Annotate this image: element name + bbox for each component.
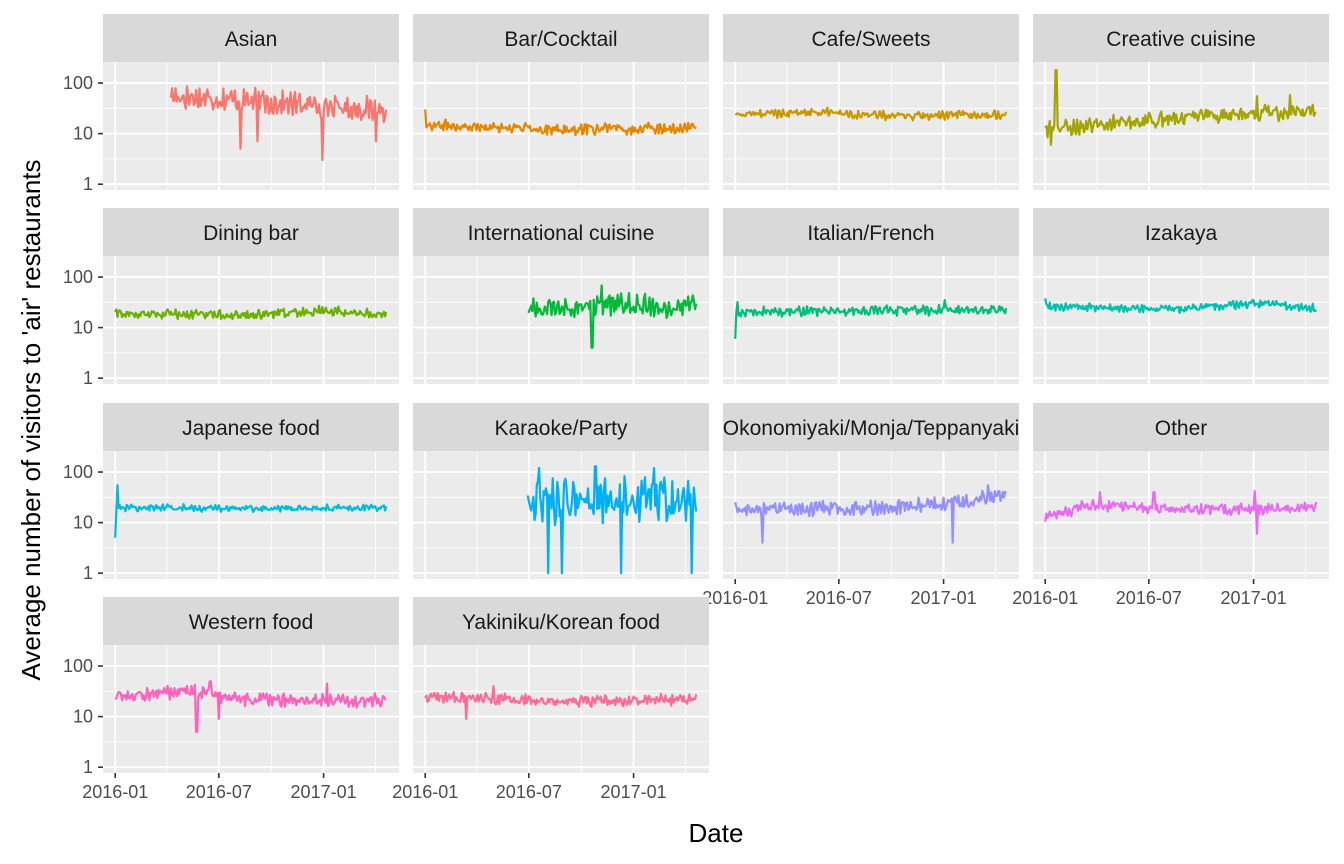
series-line-asian — [169, 85, 388, 162]
panel-western-food: Western food 1 10 100 2016-01 2016-07 2017-01 — [63, 597, 399, 802]
y-tick-label: 10 — [73, 318, 93, 338]
plot-area — [1033, 451, 1329, 579]
x-tick-label: 2016-07 — [1116, 588, 1182, 608]
panel-asian: Asian 1 10 100 — [63, 14, 399, 194]
strip-italian-french — [723, 208, 1019, 256]
strip-title: Creative cuisine — [1106, 28, 1255, 51]
panel-international-cuisine: International cuisine — [413, 208, 709, 384]
x-tick-label: 2016-01 — [392, 782, 458, 802]
series-line-karaoke-party — [526, 465, 698, 575]
y-axis-title: Average number of visitors to 'air' rest… — [16, 159, 46, 680]
panel-japanese-food: Japanese food 1 10 100 — [63, 403, 399, 583]
x-tick-label: 2016-01 — [1012, 588, 1078, 608]
strip-creative-cuisine — [1033, 14, 1329, 62]
panel-italian-french: Italian/French — [723, 208, 1019, 384]
y-tick-label: 100 — [63, 462, 93, 482]
y-tick-label: 1 — [83, 368, 93, 388]
strip-yakiniku-korean-food — [413, 597, 709, 645]
strip-title: Italian/French — [807, 222, 934, 245]
x-tick-label: 2017-01 — [601, 782, 667, 802]
y-tick-label: 100 — [63, 267, 93, 287]
x-tick-label: 2016-07 — [186, 782, 252, 802]
series-line-dining-bar — [114, 304, 388, 321]
series-line-international-cuisine — [527, 284, 698, 349]
x-tick-label: 2016-01 — [82, 782, 148, 802]
strip-title: Yakiniku/Korean food — [462, 611, 660, 634]
y-tick-label: 100 — [63, 73, 93, 93]
strip-asian — [103, 14, 399, 62]
plot-area — [413, 256, 709, 384]
plot-area — [723, 256, 1019, 384]
plot-area — [103, 645, 399, 773]
strip-bar-cocktail — [413, 14, 709, 62]
plot-area — [103, 256, 399, 384]
panel-creative-cuisine: Creative cuisine — [1033, 14, 1329, 190]
y-tick-label: 100 — [63, 656, 93, 676]
series-line-japanese-food — [114, 484, 388, 538]
series-line-bar-cocktail — [424, 109, 697, 137]
strip-title: Dining bar — [203, 222, 299, 245]
x-axis-title: Date — [689, 818, 744, 848]
series-line-other — [1044, 490, 1318, 535]
strip-title: Asian — [225, 28, 278, 51]
strip-title: Japanese food — [182, 417, 320, 440]
x-tick-label: 2017-01 — [911, 588, 977, 608]
x-tick-label: 2017-01 — [1221, 588, 1287, 608]
x-tick-label: 2016-01 — [702, 588, 768, 608]
plot-area — [103, 451, 399, 579]
strip-dining-bar — [103, 208, 399, 256]
plot-area — [413, 645, 709, 773]
strip-japanese-food — [103, 403, 399, 451]
strip-title: Other — [1155, 417, 1208, 440]
y-tick-label: 10 — [73, 124, 93, 144]
strip-karaoke-party — [413, 403, 709, 451]
strip-cafe-sweets — [723, 14, 1019, 62]
panel-yakiniku-korean-food: Yakiniku/Korean food 2016-01 2016-07 2017-0… — [392, 597, 709, 802]
panel-dining-bar: Dining bar 1 10 100 — [63, 208, 399, 388]
strip-izakaya — [1033, 208, 1329, 256]
strip-international-cuisine — [413, 208, 709, 256]
series-line-creative-cuisine — [1044, 68, 1317, 146]
strip-title: Karaoke/Party — [494, 417, 628, 440]
series-line-italian-french — [734, 299, 1008, 339]
plot-area — [103, 62, 399, 190]
strip-okonomiyaki-monja-teppanyaki — [723, 403, 1019, 451]
panel-cafe-sweets: Cafe/Sweets — [723, 14, 1019, 190]
series-line-western-food — [114, 680, 387, 733]
strip-western-food — [103, 597, 399, 645]
series-line-cafe-sweets — [734, 106, 1008, 122]
y-tick-label: 1 — [83, 174, 93, 194]
strip-title: Izakaya — [1145, 222, 1218, 245]
y-tick-label: 10 — [73, 513, 93, 533]
strip-title: Western food — [189, 611, 314, 634]
plot-area — [723, 62, 1019, 190]
panel-okonomiyaki-monja-teppanyaki: Okonomiyaki/Monja/Teppanyaki 2016-01 2016-… — [702, 403, 1019, 608]
series-line-yakiniku-korean-food — [424, 685, 698, 721]
strip-title: Okonomiyaki/Monja/Teppanyaki — [723, 417, 1019, 440]
panel-izakaya: Izakaya — [1033, 208, 1329, 384]
panel-other: Other 2016-01 2016-07 2017-01 — [1012, 403, 1329, 608]
strip-title: Cafe/Sweets — [811, 28, 930, 51]
y-tick-label: 1 — [83, 757, 93, 777]
x-tick-label: 2017-01 — [291, 782, 357, 802]
x-tick-label: 2016-07 — [806, 588, 872, 608]
strip-other — [1033, 403, 1329, 451]
panel-bar-cocktail: Bar/Cocktail — [413, 14, 709, 190]
plot-area — [1033, 256, 1329, 384]
y-tick-label: 1 — [83, 563, 93, 583]
strip-title: International cuisine — [468, 222, 655, 245]
strip-title: Bar/Cocktail — [504, 28, 617, 51]
series-line-okonomiyaki-monja-teppanyaki — [734, 484, 1008, 544]
plot-area — [723, 451, 1019, 579]
series-line-izakaya — [1044, 298, 1318, 315]
x-tick-label: 2016-07 — [496, 782, 562, 802]
y-tick-label: 10 — [73, 707, 93, 727]
panel-karaoke-party: Karaoke/Party — [413, 403, 709, 579]
